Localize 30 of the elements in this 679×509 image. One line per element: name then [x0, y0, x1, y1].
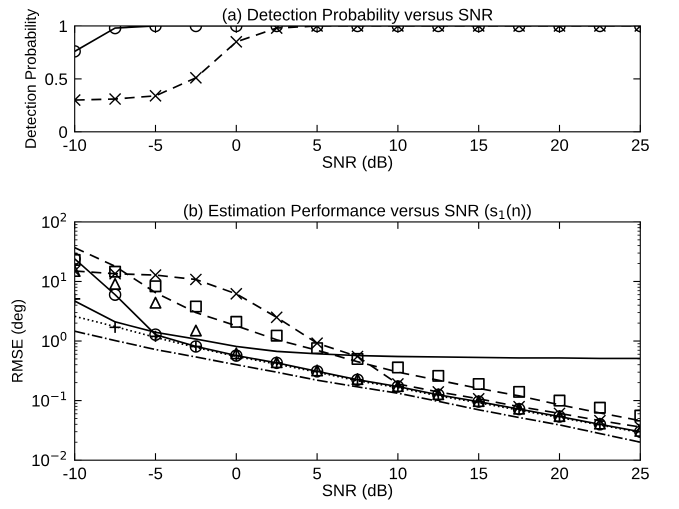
y-axis-title: Detection Probability [24, 8, 40, 148]
x-tick-label: 10 [390, 468, 407, 480]
chart-title: (a) Detection Probability versus SNR [222, 8, 492, 24]
x-tick-label: -5 [148, 468, 162, 480]
x-tick-label: 15 [470, 139, 488, 152]
x-tick-label: 10 [390, 139, 407, 152]
x-tick-label: -10 [63, 139, 86, 152]
y-tick-label: 10$^{0}$ [42, 332, 66, 348]
x-tick-label: -10 [63, 468, 86, 480]
y-tick-label: 10$^{2}$ [42, 212, 66, 228]
y-tick-label: 0 [59, 126, 68, 138]
x-axis-title: SNR (dB) [322, 484, 392, 500]
y-tick-label: 0.5 [45, 73, 68, 86]
x-tick-label: 0 [232, 468, 240, 480]
y-tick-label: 10$^{1}$ [42, 272, 66, 288]
x-tick-label: 5 [313, 468, 322, 480]
chart-title: (b) Estimation Performance versus SNR (s$_{1}$(n)) [184, 204, 531, 220]
x-tick-label: -5 [148, 139, 162, 152]
y-axis-title: RMSE (deg) [11, 300, 26, 382]
x-tick-label: 20 [551, 139, 568, 152]
x-tick-label: 25 [632, 468, 649, 480]
x-tick-label: 20 [551, 468, 568, 480]
y-tick-label: 10$^{−2}$ [32, 451, 66, 466]
y-tick-label: 10$^{−1}$ [32, 392, 66, 407]
x-axis-title: SNR (dB) [322, 156, 392, 172]
x-tick-label: 25 [632, 139, 649, 152]
x-tick-label: 15 [470, 468, 488, 480]
y-tick-label: 1 [60, 20, 67, 32]
x-tick-label: 5 [313, 139, 322, 152]
x-tick-label: 0 [232, 139, 240, 152]
